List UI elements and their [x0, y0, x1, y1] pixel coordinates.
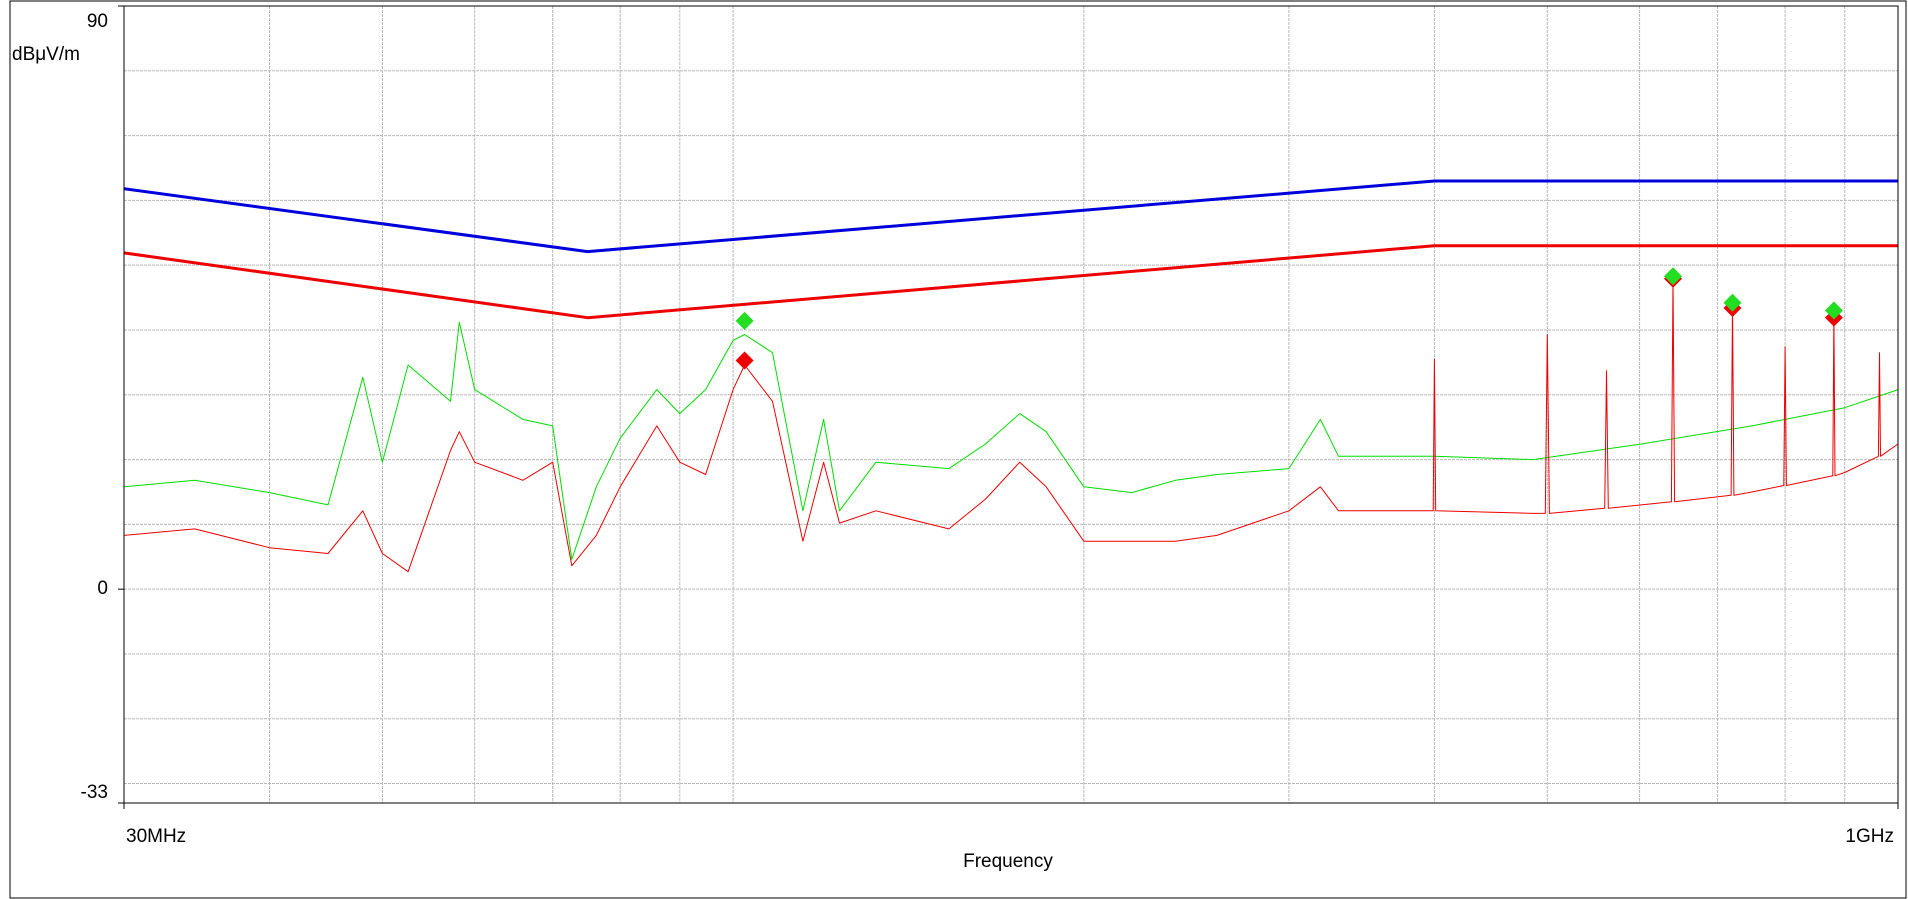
x-tick-label: 30MHz: [126, 826, 186, 847]
limit-line: [123, 244, 1898, 320]
limit-line: [123, 179, 1898, 254]
trace: [123, 321, 1899, 560]
x-tick-label: 1GHz: [1845, 826, 1894, 847]
trace: [123, 279, 1899, 573]
peak-marker: [1824, 301, 1843, 320]
y-axis-label: dBμV/m: [12, 44, 80, 65]
peak-marker: [735, 311, 754, 330]
peak-marker: [1664, 267, 1683, 286]
plot-frame: [123, 5, 1899, 804]
y-tick-label: -33: [81, 782, 108, 803]
y-tick-label: 0: [97, 578, 108, 599]
outer-frame: [9, 0, 1907, 899]
x-axis-label: Frequency: [963, 851, 1053, 872]
peak-marker: [735, 351, 754, 370]
peak-marker: [1723, 293, 1742, 312]
y-tick-label: 90: [87, 11, 108, 32]
